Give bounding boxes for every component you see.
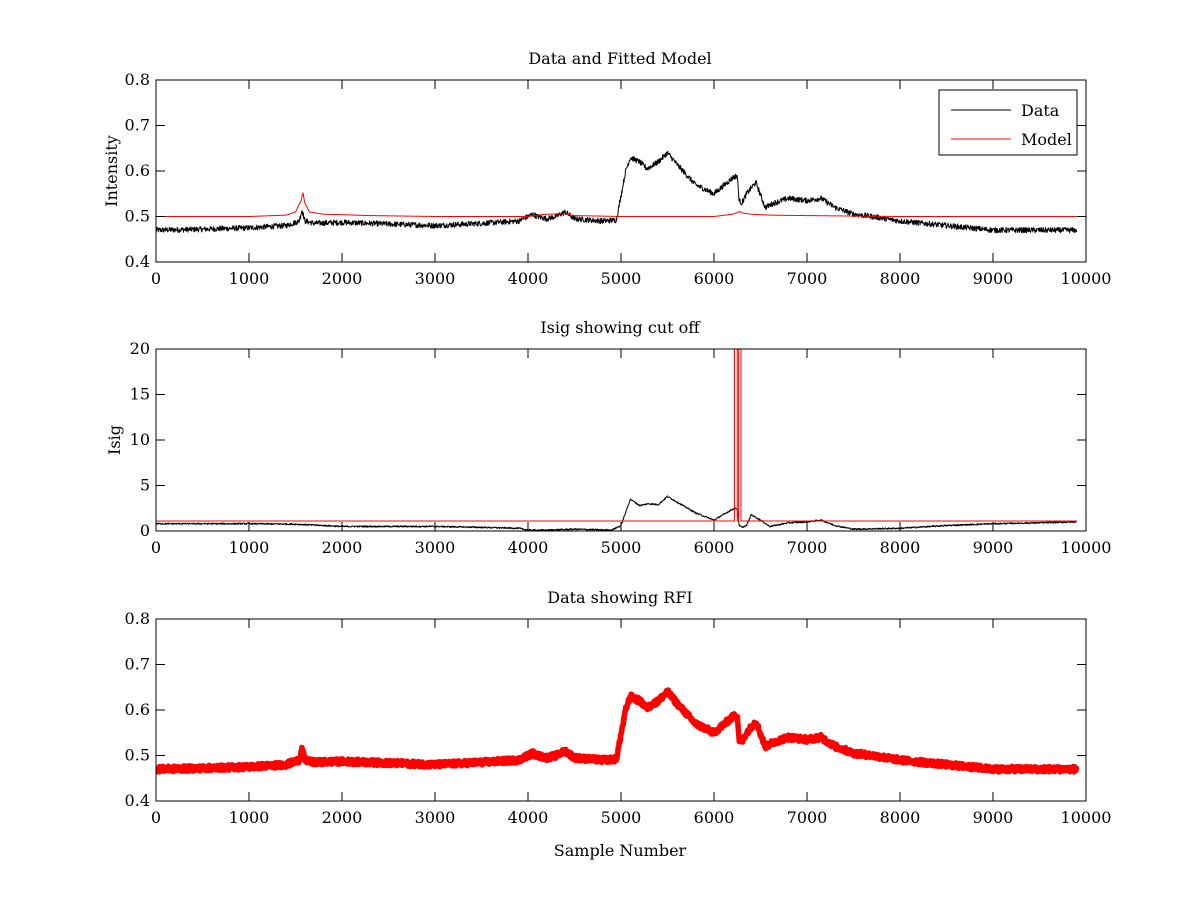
x-tick-label: 3000 xyxy=(415,538,456,557)
x-tick-label: 10000 xyxy=(1061,269,1112,288)
x-tick-label: 8000 xyxy=(880,269,921,288)
y-tick-label: 0.5 xyxy=(125,207,150,226)
y-tick-label: 5 xyxy=(140,476,150,495)
x-axis-label: Sample Number xyxy=(554,841,687,860)
series-line-model xyxy=(156,192,1077,217)
x-tick-label: 9000 xyxy=(973,808,1014,827)
y-tick-label: 0.4 xyxy=(125,791,150,810)
y-axis-label: Intensity xyxy=(102,135,121,207)
x-tick-label: 7000 xyxy=(787,808,828,827)
y-tick-label: 20 xyxy=(130,339,150,358)
chart-title: Data showing RFI xyxy=(547,588,692,607)
x-tick-label: 1000 xyxy=(229,269,270,288)
x-tick-label: 7000 xyxy=(787,538,828,557)
x-tick-label: 10000 xyxy=(1061,808,1112,827)
chart-title: Isig showing cut off xyxy=(540,318,701,337)
x-tick-label: 4000 xyxy=(508,808,549,827)
x-tick-label: 8000 xyxy=(880,808,921,827)
x-tick-label: 1000 xyxy=(229,808,270,827)
y-tick-label: 0.5 xyxy=(125,746,150,765)
y-tick-label: 15 xyxy=(130,385,150,404)
axes-frame xyxy=(155,618,1087,802)
x-tick-label: 9000 xyxy=(973,269,1014,288)
panel-data-and-fitted-model: Data and Fitted Model Intensity 0 1000 200… xyxy=(102,49,1111,288)
y-tick-label: 0.7 xyxy=(125,655,150,674)
series-line-1 xyxy=(156,349,1077,522)
x-tick-label: 4000 xyxy=(508,269,549,288)
series-line-0 xyxy=(156,495,1077,531)
x-tick-label: 1000 xyxy=(229,538,270,557)
plot-area xyxy=(156,349,1077,531)
x-tick-label: 0 xyxy=(151,269,161,288)
panel-isig-showing-cut-off: Isig showing cut off Isig 0 1000 2000 3000 4… xyxy=(105,318,1111,557)
x-tick-label: 2000 xyxy=(322,269,363,288)
x-tick-label: 8000 xyxy=(880,538,921,557)
x-tick-label: 3000 xyxy=(415,808,456,827)
y-tick-label: 0.4 xyxy=(125,252,150,271)
legend-label-data: Data xyxy=(1021,101,1060,120)
series-line-0 xyxy=(156,687,1080,775)
x-tick-label: 6000 xyxy=(694,269,735,288)
y-axis-label: Isig xyxy=(105,425,124,455)
legend: Data Model xyxy=(938,89,1078,156)
x-tick-label: 2000 xyxy=(322,808,363,827)
x-tick-label: 2000 xyxy=(322,538,363,557)
x-tick-label: 3000 xyxy=(415,269,456,288)
x-tick-label: 10000 xyxy=(1061,538,1112,557)
x-tick-label: 6000 xyxy=(694,538,735,557)
axes-frame xyxy=(155,348,1087,532)
x-tick-label: 7000 xyxy=(787,269,828,288)
legend-box xyxy=(938,89,1078,156)
x-tick-label: 9000 xyxy=(973,538,1014,557)
x-tick-label: 5000 xyxy=(601,538,642,557)
x-tick-label: 6000 xyxy=(694,808,735,827)
series-line-data xyxy=(156,150,1078,234)
y-tick-label: 10 xyxy=(130,430,150,449)
y-tick-label: 0.7 xyxy=(125,116,150,135)
plot-area xyxy=(156,687,1080,775)
x-tick-label: 0 xyxy=(151,808,161,827)
x-tick-label: 0 xyxy=(151,538,161,557)
plot-area xyxy=(156,150,1078,234)
y-tick-label: 0.8 xyxy=(125,609,150,628)
x-tick-label: 5000 xyxy=(601,808,642,827)
y-tick-label: 0.6 xyxy=(125,700,150,719)
x-tick-label: 5000 xyxy=(601,269,642,288)
chart-title: Data and Fitted Model xyxy=(528,49,711,68)
y-tick-label: 0.6 xyxy=(125,161,150,180)
y-tick-label: 0 xyxy=(140,521,150,540)
x-tick-label: 4000 xyxy=(508,538,549,557)
y-tick-label: 0.8 xyxy=(125,70,150,89)
legend-label-model: Model xyxy=(1021,130,1072,149)
panel-data-showing-rfi: Data showing RFI Sample Number 0 1000 2000… xyxy=(125,588,1112,860)
